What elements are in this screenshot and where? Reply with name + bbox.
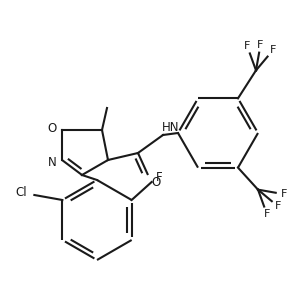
Text: F: F — [257, 40, 264, 50]
Text: F: F — [264, 209, 270, 219]
Text: F: F — [270, 46, 276, 55]
Text: F: F — [280, 189, 287, 199]
Text: N: N — [48, 156, 56, 168]
Text: O: O — [47, 121, 57, 135]
Text: F: F — [244, 41, 250, 51]
Text: HN: HN — [162, 120, 180, 133]
Text: F: F — [156, 171, 163, 184]
Text: Cl: Cl — [15, 187, 27, 200]
Text: F: F — [275, 201, 281, 211]
Text: O: O — [152, 176, 161, 189]
